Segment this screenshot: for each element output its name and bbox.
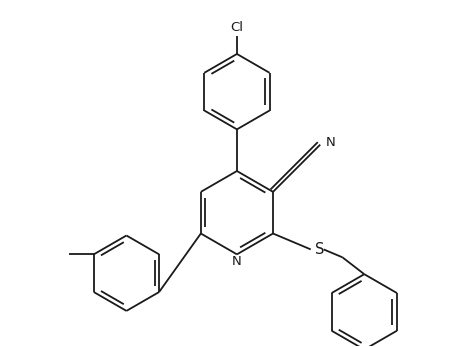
Text: S: S	[314, 242, 324, 257]
Text: N: N	[232, 255, 241, 268]
Text: N: N	[325, 136, 335, 149]
Text: Cl: Cl	[230, 21, 243, 34]
